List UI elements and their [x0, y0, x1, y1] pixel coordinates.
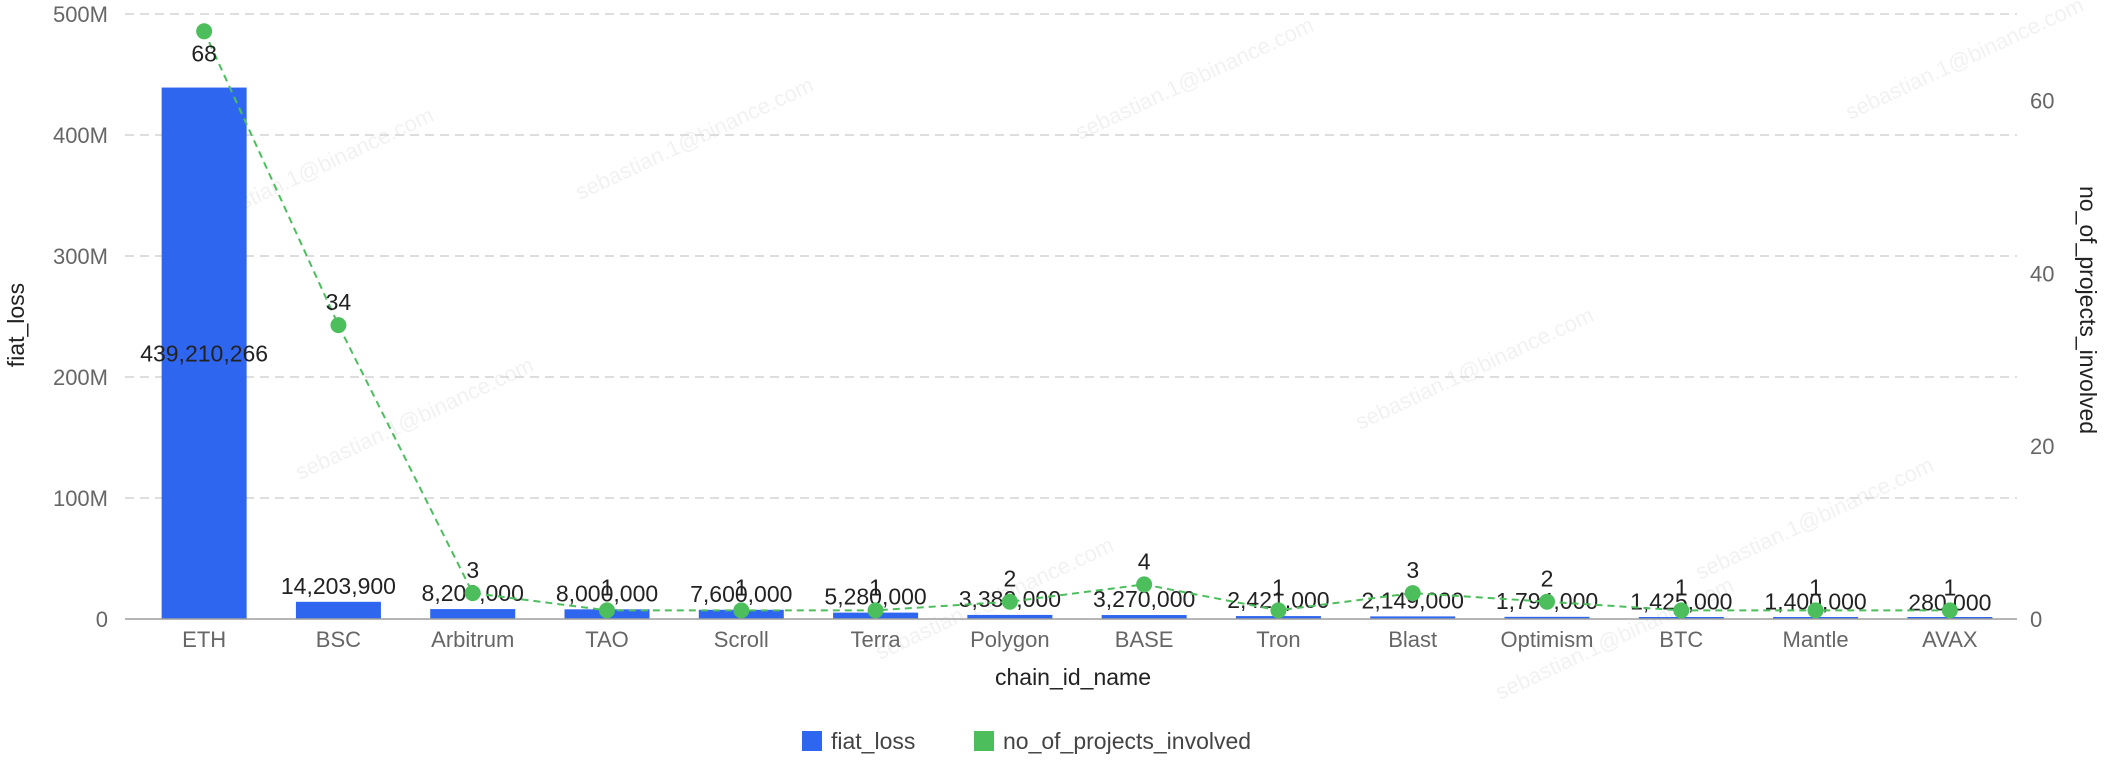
bar-value-label: 8,000,000: [556, 580, 658, 606]
line-point-arbitrum[interactable]: [464, 585, 481, 602]
right-tick-label: 60: [2030, 88, 2054, 113]
line-point-mantle[interactable]: [1807, 602, 1824, 619]
legend-label-fiat-loss: fiat_loss: [831, 728, 915, 754]
legend-swatch-fiat-loss: [802, 731, 822, 751]
line-point-polygon[interactable]: [1001, 593, 1018, 610]
watermark-text: sebastian.1@binance.com: [1692, 452, 1938, 584]
bar-optimism[interactable]: [1504, 616, 1590, 619]
legend-label-projects: no_of_projects_involved: [1003, 728, 1251, 754]
x-tick-label: Scroll: [714, 627, 769, 652]
x-tick-label: Polygon: [970, 627, 1050, 652]
line-point-terra[interactable]: [867, 602, 884, 619]
left-tick-label: 100M: [53, 486, 108, 511]
x-tick-label: BASE: [1115, 627, 1174, 652]
x-tick-label: Terra: [851, 627, 902, 652]
right-tick-label: 0: [2030, 607, 2042, 632]
left-axis-title: fiat_loss: [3, 283, 29, 367]
line-series-projects: 68 34 3 1 1 1 2 4 1 3 2 1 1 1: [191, 23, 1958, 619]
projects-line: [203, 30, 1950, 612]
left-tick-label: 500M: [53, 2, 108, 27]
line-point-label: 1: [601, 574, 614, 600]
bar-arbitrum[interactable]: [430, 609, 516, 619]
x-tick-label: BTC: [1659, 627, 1703, 652]
bar-base[interactable]: [1101, 615, 1187, 619]
grid-lines: [125, 13, 2017, 499]
line-point-tao[interactable]: [599, 602, 615, 619]
legend-item-projects[interactable]: no_of_projects_involved: [974, 728, 1251, 754]
x-tick-label: Arbitrum: [431, 627, 514, 652]
left-tick-label: 400M: [53, 123, 108, 148]
line-point-base[interactable]: [1136, 576, 1153, 593]
bar-bsc[interactable]: [295, 601, 381, 619]
left-tick-label: 0: [96, 607, 108, 632]
right-tick-label: 40: [2030, 261, 2054, 286]
line-point-label: 1: [1675, 574, 1688, 600]
bar-series-fiat-loss: [161, 87, 1993, 619]
bar-value-label: 439,210,266: [140, 340, 268, 366]
legend: fiat_loss no_of_projects_involved: [802, 728, 1251, 754]
line-point-label: 3: [466, 557, 479, 583]
bar-eth[interactable]: [161, 87, 247, 619]
watermark-text: sebastian.1@binance.com: [1352, 302, 1598, 434]
x-tick-label: TAO: [585, 627, 629, 652]
left-y-axis: 0 100M 200M 300M 400M 500M: [53, 2, 108, 632]
line-point-label: 1: [1272, 574, 1285, 600]
line-point-btc[interactable]: [1673, 602, 1690, 619]
line-point-label: 68: [191, 40, 217, 66]
x-tick-label: Tron: [1256, 627, 1300, 652]
x-axis: ETH BSC Arbitrum TAO Scroll Terra Polygon BASE T…: [125, 618, 2017, 652]
line-point-optimism[interactable]: [1539, 593, 1555, 610]
left-tick-label: 300M: [53, 244, 108, 269]
right-axis-title: no_of_projects_involved: [2075, 186, 2101, 434]
watermark-text: sebastian.1@binance.com: [572, 72, 818, 204]
line-point-blast[interactable]: [1404, 585, 1421, 602]
line-point-label: 1: [1809, 574, 1822, 600]
line-point-label: 34: [326, 289, 352, 315]
watermark-text: sebastian.1@binance.com: [1072, 12, 1318, 144]
left-tick-label: 200M: [53, 365, 108, 390]
line-point-label: 4: [1138, 548, 1151, 574]
right-tick-label: 20: [2030, 434, 2054, 459]
bar-blast[interactable]: [1370, 616, 1456, 619]
x-tick-label: Mantle: [1783, 627, 1849, 652]
x-tick-label: ETH: [182, 627, 226, 652]
line-point-eth[interactable]: [196, 23, 213, 40]
line-point-bsc[interactable]: [330, 317, 347, 334]
x-tick-label: BSC: [316, 627, 361, 652]
line-point-label: 3: [1406, 557, 1419, 583]
line-point-tron[interactable]: [1270, 602, 1287, 619]
legend-swatch-projects: [974, 731, 994, 751]
right-y-axis: 0 20 40 60: [2030, 88, 2054, 632]
x-tick-label: Optimism: [1501, 627, 1594, 652]
bar-value-label: 14,203,900: [281, 573, 396, 599]
line-point-label: 1: [1943, 574, 1956, 600]
watermark-text: sebastian.1@binance.com: [292, 352, 538, 484]
x-axis-title: chain_id_name: [995, 664, 1151, 690]
x-tick-label: Blast: [1388, 627, 1437, 652]
x-tick-label: AVAX: [1922, 627, 1978, 652]
line-point-label: 1: [869, 574, 882, 600]
line-point-scroll[interactable]: [733, 602, 750, 619]
line-point-label: 1: [735, 574, 748, 600]
legend-item-fiat-loss[interactable]: fiat_loss: [802, 728, 915, 754]
line-point-avax[interactable]: [1941, 602, 1958, 619]
line-point-label: 2: [1003, 566, 1016, 592]
bar-polygon[interactable]: [967, 614, 1053, 619]
line-point-label: 2: [1541, 566, 1554, 592]
